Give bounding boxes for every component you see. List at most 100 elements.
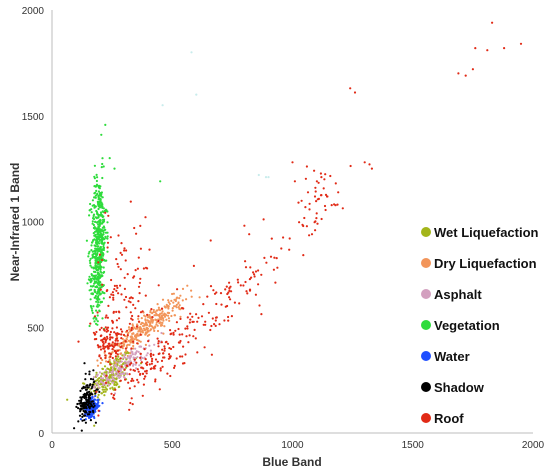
point-asphalt xyxy=(107,371,110,374)
y-axis-title: Near-Infrared 1 Band xyxy=(8,163,22,282)
point-dry-liquefaction xyxy=(162,317,165,320)
point-roof xyxy=(114,339,117,342)
point-roof xyxy=(128,387,131,390)
point-vegetation xyxy=(91,309,94,312)
point-asphalt xyxy=(127,355,130,358)
point-dry-liquefaction xyxy=(108,358,111,361)
point-shadow xyxy=(88,390,91,393)
point-vegetation xyxy=(104,236,107,239)
point-shadow xyxy=(92,378,95,381)
point-vegetation xyxy=(92,232,95,235)
point-roof xyxy=(157,284,160,287)
point-asphalt xyxy=(102,384,105,387)
point-vegetation xyxy=(93,234,96,237)
point-wet-liquefaction xyxy=(101,385,104,388)
point-roof xyxy=(133,385,136,388)
point-roof xyxy=(120,337,123,340)
point-roof xyxy=(132,379,135,382)
point-roof xyxy=(179,339,182,343)
point-roof xyxy=(112,298,115,301)
point-dry-liquefaction xyxy=(147,321,150,324)
point-roof xyxy=(300,199,303,202)
point-roof xyxy=(115,319,118,322)
point-roof xyxy=(457,72,460,75)
point-shadow xyxy=(88,384,91,387)
point-shadow xyxy=(88,370,91,373)
point-dry-liquefaction xyxy=(167,301,170,304)
point-roof xyxy=(146,361,149,364)
point-shadow xyxy=(85,398,88,401)
point-dry-liquefaction xyxy=(137,330,140,333)
point-dry-liquefaction xyxy=(138,327,142,330)
point-vegetation xyxy=(100,228,103,231)
point-roof xyxy=(113,331,116,334)
point-asphalt xyxy=(136,356,139,359)
point-shadow xyxy=(75,405,78,408)
point-roof xyxy=(152,353,155,356)
point-roof xyxy=(165,340,168,343)
point-dry-liquefaction xyxy=(141,329,144,332)
point-vegetation xyxy=(98,198,101,201)
faint-point xyxy=(257,173,260,177)
point-roof xyxy=(179,317,182,320)
point-roof xyxy=(330,204,333,207)
point-roof xyxy=(314,190,317,193)
point-vegetation xyxy=(94,227,98,230)
point-vegetation xyxy=(97,225,100,228)
point-roof xyxy=(202,303,205,306)
point-vegetation xyxy=(96,245,99,248)
point-roof xyxy=(169,355,172,358)
point-wet-liquefaction xyxy=(97,377,100,380)
point-roof xyxy=(93,315,97,318)
point-roof xyxy=(334,182,337,185)
point-vegetation xyxy=(93,288,96,291)
point-shadow xyxy=(84,372,87,375)
point-roof xyxy=(209,239,212,242)
point-shadow xyxy=(81,413,84,416)
point-roof xyxy=(248,278,251,281)
point-roof xyxy=(341,207,344,210)
point-wet-liquefaction xyxy=(100,372,104,375)
point-shadow xyxy=(90,404,93,407)
point-roof xyxy=(196,351,199,354)
point-roof xyxy=(109,330,112,334)
point-wet-liquefaction xyxy=(109,387,112,390)
point-roof xyxy=(118,311,121,314)
point-roof xyxy=(144,358,147,361)
point-shadow xyxy=(89,419,92,422)
point-roof xyxy=(157,319,160,323)
point-roof xyxy=(99,357,102,360)
point-dry-liquefaction xyxy=(163,325,166,328)
point-vegetation xyxy=(91,222,94,225)
point-shadow xyxy=(83,414,87,417)
point-roof xyxy=(193,328,196,331)
point-roof xyxy=(125,249,128,252)
point-vegetation xyxy=(159,180,162,183)
point-roof xyxy=(243,224,246,227)
point-roof xyxy=(233,301,236,304)
point-dry-liquefaction xyxy=(164,306,167,309)
point-shadow xyxy=(78,402,81,405)
point-shadow xyxy=(92,402,95,405)
point-roof xyxy=(126,329,129,332)
point-roof xyxy=(308,234,311,237)
point-vegetation xyxy=(92,305,95,308)
point-dry-liquefaction xyxy=(96,364,100,367)
point-asphalt xyxy=(132,363,135,366)
point-vegetation xyxy=(92,214,95,218)
point-shadow xyxy=(91,383,94,386)
point-roof xyxy=(230,315,233,318)
point-roof xyxy=(186,325,189,328)
point-asphalt xyxy=(121,372,124,375)
point-roof xyxy=(111,356,114,360)
point-vegetation xyxy=(101,157,104,160)
point-vegetation xyxy=(98,304,101,307)
point-vegetation xyxy=(91,220,94,223)
point-dry-liquefaction xyxy=(177,306,180,309)
point-roof xyxy=(150,362,153,365)
point-roof xyxy=(262,218,265,221)
point-vegetation xyxy=(96,240,99,244)
point-vegetation xyxy=(89,298,92,301)
point-wet-liquefaction xyxy=(115,378,118,381)
point-vegetation xyxy=(90,274,94,277)
